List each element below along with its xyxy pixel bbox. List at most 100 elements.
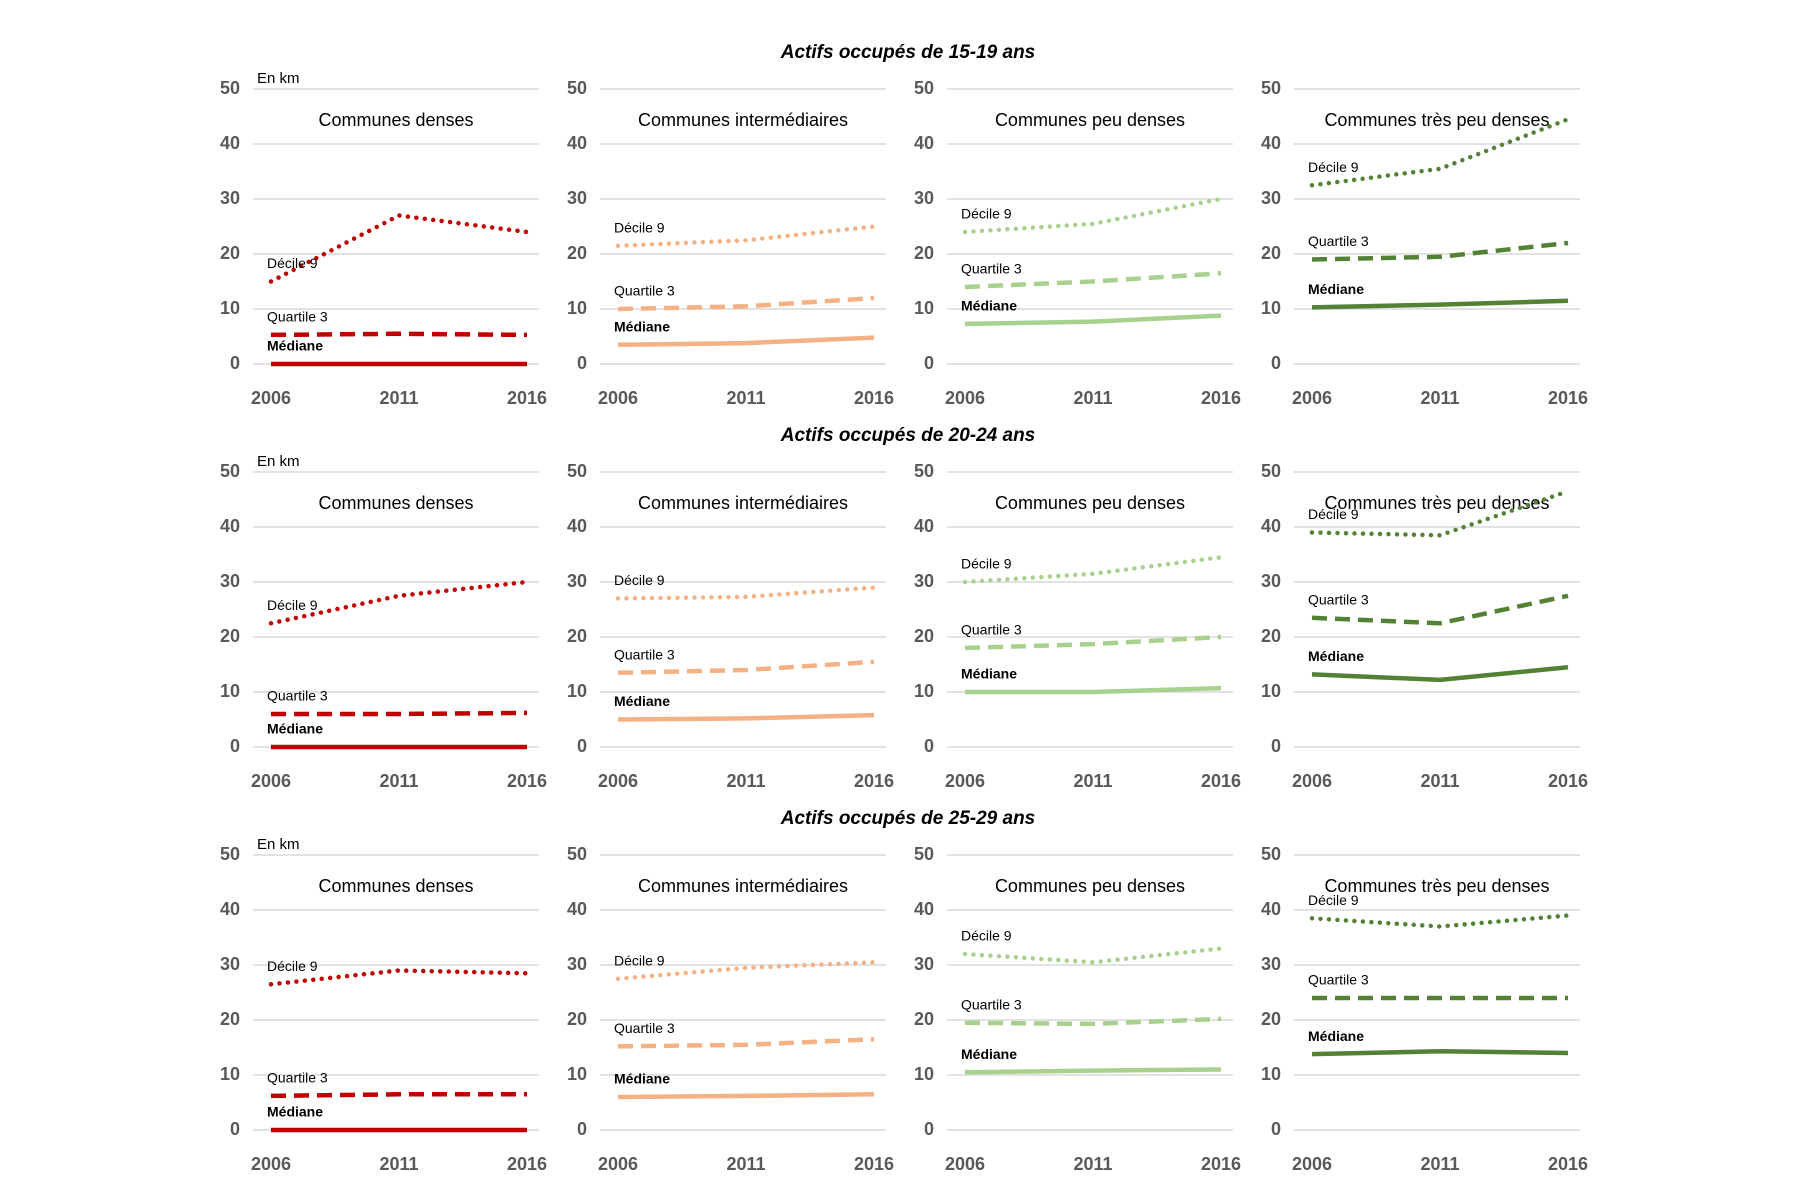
- series-line: [615, 585, 877, 601]
- y-tick-label: 30: [1261, 571, 1281, 591]
- x-tick-label: 2006: [1292, 388, 1332, 408]
- panel-title: Communes très peu denses: [1324, 876, 1549, 896]
- series-label: Décile 9: [267, 597, 318, 613]
- y-tick-label: 50: [1261, 78, 1281, 98]
- x-tick-label: 2006: [251, 1154, 291, 1174]
- y-tick-label: 0: [1271, 1119, 1281, 1139]
- x-tick-label: 2011: [379, 1154, 418, 1174]
- x-tick-label: 2011: [1073, 771, 1112, 791]
- series-label: Décile 9: [1308, 159, 1359, 175]
- series-label: Quartile 3: [961, 622, 1022, 638]
- panel-title: Communes très peu denses: [1324, 493, 1549, 513]
- x-tick-label: 2006: [598, 771, 638, 791]
- series-line: [964, 1067, 1222, 1075]
- y-tick-label: 50: [1261, 844, 1281, 864]
- series-label: Médiane: [961, 298, 1017, 314]
- panel-title: Communes intermédiaires: [638, 493, 848, 513]
- y-tick-label: 10: [1261, 681, 1281, 701]
- y-tick-label: 40: [220, 133, 240, 153]
- y-tick-label: 0: [1271, 736, 1281, 756]
- y-tick-label: 30: [220, 571, 240, 591]
- series-label: Quartile 3: [267, 1070, 328, 1086]
- series-label: Décile 9: [961, 556, 1012, 572]
- y-tick-label: 0: [577, 736, 587, 756]
- series-line: [965, 685, 1222, 695]
- y-tick-label: 30: [914, 571, 934, 591]
- x-tick-label: 2016: [1201, 771, 1241, 791]
- series-line: [1311, 298, 1569, 310]
- series-line: [617, 335, 875, 348]
- y-tick-label: 30: [567, 571, 587, 591]
- series-line: [964, 313, 1222, 327]
- y-tick-label: 10: [220, 681, 240, 701]
- y-tick-label: 10: [567, 681, 587, 701]
- panel-title: Communes peu denses: [995, 110, 1185, 130]
- y-tick-label: 0: [230, 1119, 240, 1139]
- y-tick-label: 40: [914, 133, 934, 153]
- series-line: [962, 555, 1224, 585]
- x-tick-label: 2006: [945, 388, 985, 408]
- series-line: [964, 1016, 1222, 1027]
- series-label: Quartile 3: [1308, 591, 1369, 607]
- y-tick-label: 20: [1261, 626, 1281, 646]
- series-label: Médiane: [961, 666, 1017, 682]
- x-tick-label: 2016: [507, 771, 547, 791]
- row-title: Actifs occupés de 25-29 ans: [780, 808, 1036, 829]
- series-line: [268, 213, 530, 284]
- x-tick-label: 2016: [507, 388, 547, 408]
- unit-label: En km: [257, 70, 300, 87]
- series-line: [964, 271, 1222, 290]
- y-tick-label: 30: [567, 188, 587, 208]
- series-label: Quartile 3: [267, 309, 328, 325]
- series-line: [268, 968, 530, 987]
- series-label: Décile 9: [1308, 506, 1359, 522]
- x-tick-label: 2016: [1548, 771, 1588, 791]
- x-tick-label: 2006: [1292, 771, 1332, 791]
- y-tick-label: 20: [914, 626, 934, 646]
- series-line: [1311, 240, 1569, 262]
- series-line: [1309, 913, 1571, 929]
- series-line: [964, 634, 1222, 651]
- y-tick-label: 10: [1261, 298, 1281, 318]
- series-line: [617, 1092, 875, 1100]
- series-label: Médiane: [614, 1071, 670, 1087]
- x-tick-label: 2006: [598, 388, 638, 408]
- series-line: [617, 295, 875, 312]
- unit-label: En km: [257, 836, 300, 853]
- y-tick-label: 40: [567, 133, 587, 153]
- x-tick-label: 2016: [1548, 1154, 1588, 1174]
- y-tick-label: 40: [1261, 899, 1281, 919]
- y-tick-label: 20: [220, 626, 240, 646]
- y-tick-label: 30: [220, 188, 240, 208]
- y-tick-label: 0: [577, 353, 587, 373]
- series-line: [617, 1037, 875, 1049]
- panel-title: Communes denses: [318, 110, 473, 130]
- y-tick-label: 20: [220, 1009, 240, 1029]
- series-line: [1311, 1049, 1569, 1057]
- series-label: Quartile 3: [614, 283, 675, 299]
- y-tick-label: 20: [567, 1009, 587, 1029]
- row-title: Actifs occupés de 15-19 ans: [780, 42, 1036, 63]
- series-label: Médiane: [267, 721, 323, 737]
- x-tick-label: 2006: [251, 771, 291, 791]
- x-tick-label: 2011: [726, 1154, 765, 1174]
- series-line: [271, 710, 528, 717]
- y-tick-label: 30: [220, 954, 240, 974]
- series-line: [1309, 489, 1571, 538]
- y-tick-label: 0: [1271, 353, 1281, 373]
- y-tick-label: 0: [924, 353, 934, 373]
- y-tick-label: 0: [230, 353, 240, 373]
- x-tick-label: 2006: [945, 1154, 985, 1174]
- y-tick-label: 10: [914, 681, 934, 701]
- y-tick-label: 0: [924, 1119, 934, 1139]
- y-tick-label: 50: [914, 461, 934, 481]
- x-tick-label: 2011: [379, 388, 418, 408]
- series-label: Quartile 3: [961, 261, 1022, 277]
- y-tick-label: 50: [1261, 461, 1281, 481]
- x-tick-label: 2011: [1073, 388, 1112, 408]
- series-label: Médiane: [267, 1104, 323, 1120]
- y-tick-label: 50: [914, 844, 934, 864]
- y-tick-label: 10: [567, 298, 587, 318]
- series-line: [615, 224, 877, 249]
- series-line: [1311, 593, 1569, 626]
